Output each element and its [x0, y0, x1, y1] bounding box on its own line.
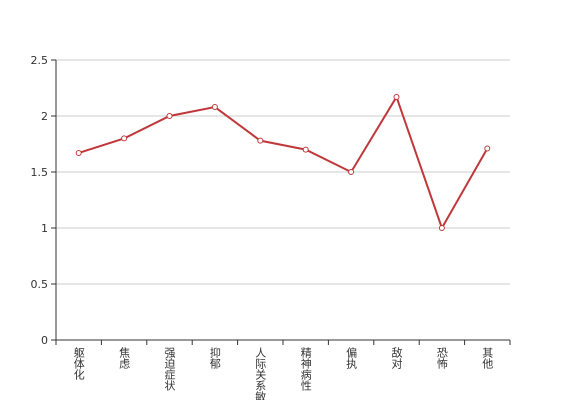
- x-tick-label: 精神病性: [299, 347, 312, 392]
- x-tick-label: 敌对: [390, 346, 403, 369]
- x-tick-label: 恐怖: [435, 347, 448, 369]
- point: [302, 146, 309, 153]
- x-tick-label: 焦虑: [118, 347, 131, 369]
- y-tick-label: 2.5: [31, 54, 49, 67]
- point: [484, 145, 491, 152]
- point: [438, 225, 445, 231]
- y-tick-label: 0: [41, 334, 48, 347]
- line: [78, 94, 489, 231]
- point: [211, 104, 218, 111]
- y-tick-label: 1.5: [31, 166, 49, 179]
- y-tick-label: 2: [41, 110, 48, 123]
- x-tick-label: 人际关系敏感: [254, 347, 267, 400]
- x-tick-label: 偏执: [345, 346, 358, 370]
- point: [393, 93, 400, 100]
- point: [166, 113, 173, 119]
- y-tick-label: 1: [41, 222, 48, 235]
- point: [121, 135, 128, 142]
- x-tick-label: 强迫症状: [163, 347, 176, 391]
- point: [257, 137, 264, 144]
- x-tick-label: 其他: [481, 347, 494, 369]
- point: [75, 149, 82, 156]
- x-tick-label: 抑郁: [208, 346, 221, 369]
- x-tick-label: 躯体化: [72, 347, 85, 381]
- y-tick-label: 0.5: [31, 278, 49, 291]
- point: [348, 169, 355, 175]
